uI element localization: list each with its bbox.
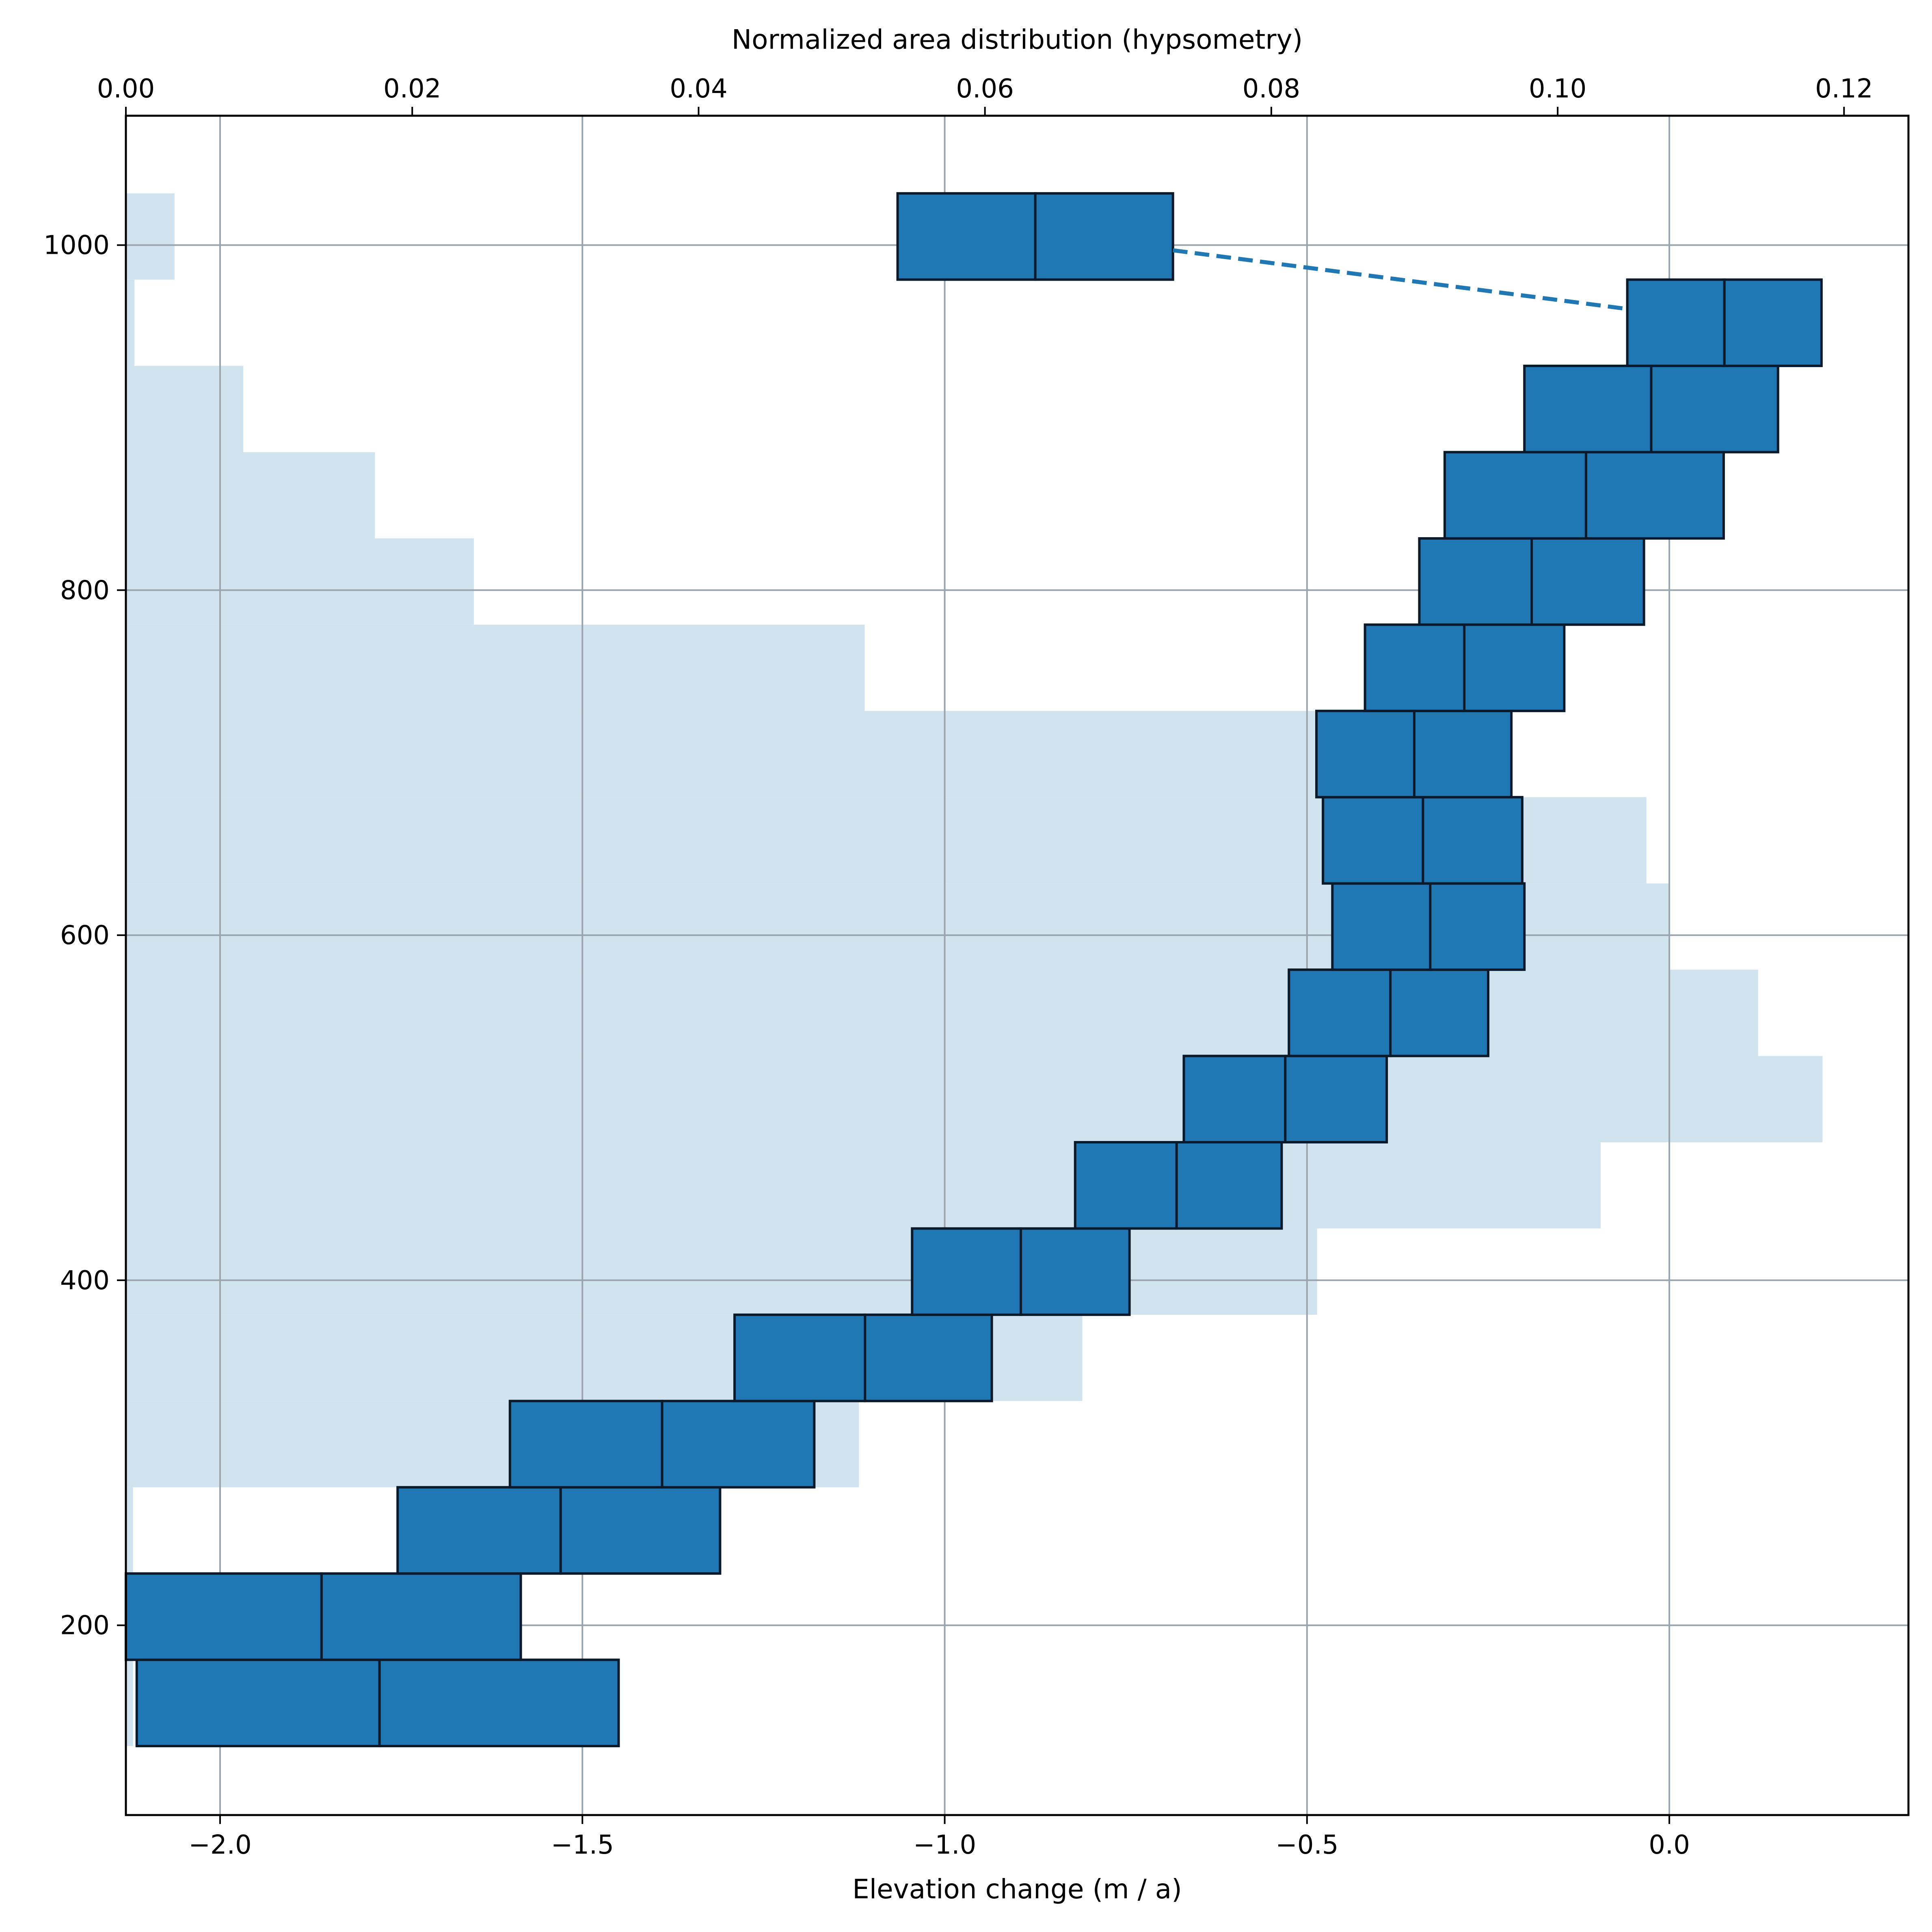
top-tick-label-2: 0.04 xyxy=(670,74,728,104)
hypsometry-bar-8 xyxy=(126,970,1758,1056)
box-upper-half-14 xyxy=(1584,451,1725,540)
top-tick-label-1: 0.02 xyxy=(383,74,441,104)
box-lower-half-6 xyxy=(1074,1141,1178,1230)
box-lower-half-10 xyxy=(1322,796,1424,885)
x-tick-label-2: −1.0 xyxy=(913,1830,976,1860)
box-lower-half-12 xyxy=(1364,623,1466,712)
box-lower-half-17 xyxy=(896,192,1037,281)
box-upper-half-15 xyxy=(1650,365,1779,454)
plot-frame xyxy=(125,115,1910,1816)
dashed-connector-line xyxy=(1173,248,1628,311)
hypsometry-bar-6 xyxy=(126,1142,1601,1229)
y-tick-label-2: 600 xyxy=(60,921,110,951)
box-lower-half-14 xyxy=(1443,451,1587,540)
box-upper-half-4 xyxy=(864,1313,993,1403)
top-tick-label-3: 0.06 xyxy=(956,74,1014,104)
x-axis-label: Elevation change (m / a) xyxy=(852,1874,1182,1905)
top-tick-label-0: 0.00 xyxy=(97,74,155,104)
ticks-layer: −2.0 −1.5 −1.0 −0.5 0.0 0.00 0.02 0.04 0.06 0.08 0… xyxy=(43,74,1873,1860)
box-lower-half-2 xyxy=(396,1486,562,1575)
box-lower-half-16 xyxy=(1626,278,1726,367)
x-tick-label-0: −2.0 xyxy=(188,1830,251,1860)
box-upper-half-2 xyxy=(559,1486,722,1575)
box-upper-half-17 xyxy=(1034,192,1174,281)
box-lower-half-0 xyxy=(135,1658,381,1748)
x-tick-label-1: −1.5 xyxy=(551,1830,614,1860)
elevation-box-layer xyxy=(125,192,1823,1748)
box-upper-half-6 xyxy=(1175,1141,1283,1230)
box-upper-half-0 xyxy=(378,1658,620,1748)
top-tick-label-6: 0.12 xyxy=(1815,74,1873,104)
y-tick-label-3: 800 xyxy=(60,575,110,605)
box-upper-half-12 xyxy=(1463,623,1566,712)
box-lower-half-1 xyxy=(125,1572,323,1661)
hypsometry-bar-14 xyxy=(126,452,375,538)
box-lower-half-9 xyxy=(1331,882,1432,971)
top-axis-label: Normalized area distribution (hypsometry… xyxy=(732,24,1303,55)
box-lower-half-15 xyxy=(1523,365,1653,454)
box-lower-half-7 xyxy=(1182,1055,1287,1143)
box-upper-half-8 xyxy=(1389,968,1489,1057)
box-lower-half-5 xyxy=(911,1227,1022,1316)
box-upper-half-3 xyxy=(661,1400,816,1489)
top-tick-label-4: 0.08 xyxy=(1243,74,1301,104)
y-tick-label-0: 200 xyxy=(60,1611,110,1641)
hypsometry-bar-0 xyxy=(126,1660,133,1746)
hypsometry-bar-15 xyxy=(126,366,244,452)
hypsometry-bar-17 xyxy=(126,193,175,280)
x-tick-label-4: 0.0 xyxy=(1649,1830,1690,1860)
box-upper-half-11 xyxy=(1413,709,1513,799)
box-upper-half-1 xyxy=(320,1572,522,1661)
hypsometry-bar-16 xyxy=(126,279,135,366)
hypsometry-bar-13 xyxy=(126,538,474,625)
y-tick-label-1: 400 xyxy=(60,1266,110,1296)
box-upper-half-16 xyxy=(1723,278,1823,367)
x-tick-label-3: −0.5 xyxy=(1275,1830,1338,1860)
box-upper-half-5 xyxy=(1019,1227,1131,1316)
box-upper-half-10 xyxy=(1422,796,1524,885)
hypsometry-bar-7 xyxy=(126,1056,1823,1142)
box-upper-half-7 xyxy=(1284,1055,1388,1143)
box-upper-half-9 xyxy=(1429,882,1526,971)
box-lower-half-13 xyxy=(1418,537,1533,626)
y-tick-label-4: 1000 xyxy=(43,231,110,261)
box-lower-half-4 xyxy=(733,1313,867,1403)
top-tick-label-5: 0.10 xyxy=(1529,74,1587,104)
box-lower-half-11 xyxy=(1315,709,1416,799)
hypsometry-bar-12 xyxy=(126,625,865,711)
hypsometry-bar-5 xyxy=(126,1228,1317,1315)
connector-layer xyxy=(1173,248,1628,311)
box-lower-half-3 xyxy=(508,1400,663,1489)
hypsometry-bar-11 xyxy=(126,711,1317,797)
box-lower-half-8 xyxy=(1288,968,1392,1057)
hypsometry-bar-2 xyxy=(126,1487,133,1574)
box-upper-half-13 xyxy=(1530,537,1645,626)
